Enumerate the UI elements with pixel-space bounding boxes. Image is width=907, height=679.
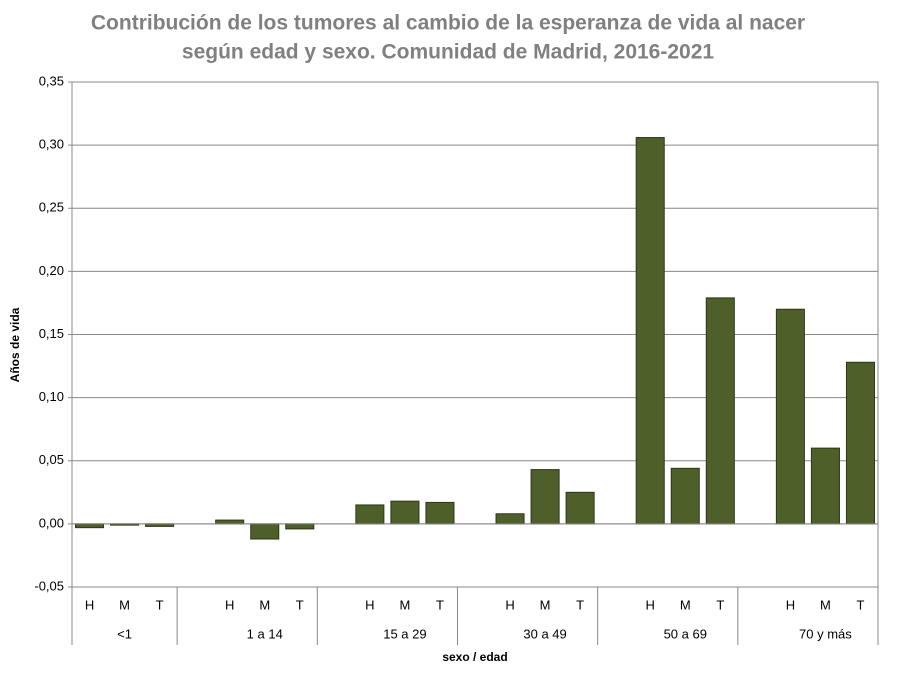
y-tick-label: 0,35 <box>39 73 64 88</box>
bar <box>390 500 420 525</box>
x-tick-label: T <box>296 597 304 612</box>
bar <box>775 308 805 525</box>
y-tick-label: 0,10 <box>39 389 64 404</box>
x-tick-label: M <box>259 597 270 612</box>
y-tick-label: 0,15 <box>39 326 64 341</box>
x-axis-label: sexo / edad <box>442 650 507 664</box>
x-tick-label: H <box>85 597 94 612</box>
group-label: 1 a 14 <box>247 626 283 641</box>
bar <box>810 447 840 525</box>
bar <box>845 361 875 525</box>
bar <box>670 467 700 525</box>
y-tick-label: -0,05 <box>34 578 64 593</box>
x-tick-label: H <box>225 597 234 612</box>
y-axis-label: Años de vida <box>8 307 22 382</box>
x-tick-label: H <box>786 597 795 612</box>
x-tick-label: T <box>156 597 164 612</box>
x-tick-label: T <box>436 597 444 612</box>
x-tick-label: M <box>540 597 551 612</box>
group-label: 15 a 29 <box>383 626 426 641</box>
bar <box>75 523 105 529</box>
group-label: 70 y más <box>799 626 852 641</box>
y-tick-label: 0,25 <box>39 200 64 215</box>
x-tick-label: T <box>716 597 724 612</box>
x-tick-label: T <box>576 597 584 612</box>
bar <box>355 504 385 525</box>
x-tick-label: H <box>365 597 374 612</box>
bar <box>495 513 525 525</box>
bar <box>635 137 665 525</box>
bar <box>565 491 595 525</box>
x-tick-label: H <box>505 597 514 612</box>
y-tick-label: 0,05 <box>39 452 64 467</box>
x-tick-label: M <box>680 597 691 612</box>
bar <box>215 519 245 525</box>
x-tick-label: T <box>857 597 865 612</box>
y-tick-label: 0,00 <box>39 515 64 530</box>
bar <box>425 501 455 525</box>
bar <box>250 523 280 540</box>
y-tick-label: 0,30 <box>39 137 64 152</box>
bar <box>530 469 560 525</box>
group-label: 30 a 49 <box>523 626 566 641</box>
chart-title: Contribución de los tumores al cambio de… <box>91 12 805 35</box>
x-tick-label: H <box>646 597 655 612</box>
bar <box>285 523 315 530</box>
x-tick-label: M <box>399 597 410 612</box>
group-label: 50 a 69 <box>664 626 707 641</box>
x-tick-label: M <box>119 597 130 612</box>
bar <box>705 297 735 525</box>
group-label: <1 <box>117 626 132 641</box>
chart-title: según edad y sexo. Comunidad de Madrid, … <box>182 41 714 64</box>
x-tick-label: M <box>820 597 831 612</box>
plot-frame <box>71 81 879 588</box>
y-tick-label: 0,20 <box>39 263 64 278</box>
